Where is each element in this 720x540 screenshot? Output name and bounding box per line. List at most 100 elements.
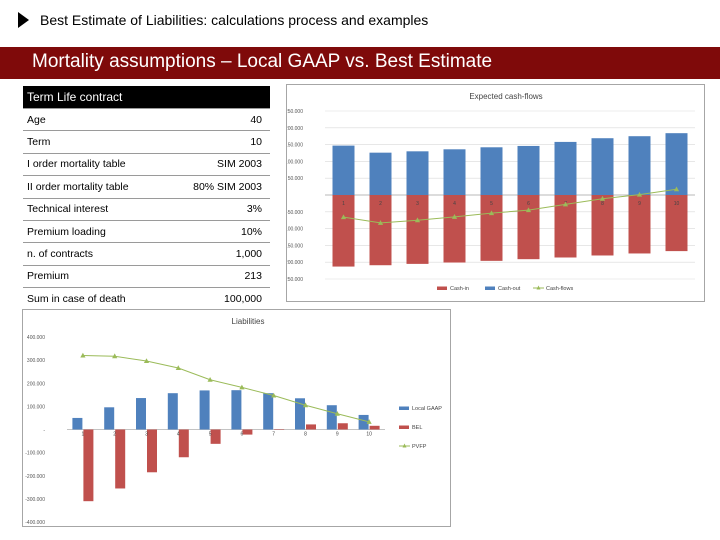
legend-label: Local GAAP: [412, 406, 442, 412]
bar: [83, 429, 94, 502]
row-label: Premium loading: [23, 220, 166, 244]
bar: [295, 398, 305, 430]
y-tick-label: 200.000: [287, 260, 303, 266]
bar: [115, 429, 126, 489]
row-value: SIM 2003: [165, 153, 270, 177]
page-title: Best Estimate of Liabilities: calculatio…: [40, 12, 429, 28]
y-tick-label: 100.000: [287, 159, 303, 165]
table-row: Age 40: [23, 108, 270, 132]
legend-label: BEL: [412, 425, 422, 431]
bar: [554, 141, 577, 195]
bar: [369, 425, 380, 430]
row-label: Age: [23, 108, 166, 132]
line-marker: [525, 207, 532, 213]
line-marker: [599, 195, 606, 201]
chart-title: Liabilities: [232, 317, 265, 326]
line-marker: [207, 376, 213, 382]
bar: [104, 407, 115, 430]
bar: [136, 398, 146, 430]
y-tick-label: 250.000: [287, 109, 303, 115]
legend-label: Cash-flows: [546, 286, 573, 292]
line-marker: [302, 402, 309, 408]
row-label: Technical interest: [23, 198, 166, 221]
bar: [443, 195, 466, 263]
x-tick-label: 4: [453, 201, 456, 207]
x-tick-label: 3: [416, 201, 419, 207]
line-marker: [488, 210, 495, 216]
y-tick-label: -50.000: [287, 210, 303, 216]
y-tick-label: 100.000: [287, 227, 303, 233]
x-tick-label: 1: [82, 432, 85, 438]
line-marker: [143, 358, 150, 364]
expected-cashflows-chart: Expected cash-flows 250.000 200.000 150.000…: [285, 84, 705, 302]
row-label: II order mortality table: [23, 175, 166, 199]
y-tick-label: 100.000: [27, 404, 45, 410]
x-tick-label: 8: [304, 432, 307, 438]
x-tick-label: 5: [209, 432, 212, 438]
bar: [147, 429, 157, 473]
line-marker: [366, 419, 372, 424]
table-row: Premium loading 10%: [23, 220, 270, 244]
x-tick-label: 9: [638, 201, 641, 207]
bar: [263, 393, 274, 430]
bar: [406, 151, 429, 195]
legend-swatch: [485, 286, 495, 290]
line-marker: [377, 220, 384, 225]
y-tick-label: 200.000: [287, 126, 303, 132]
bar: [332, 195, 355, 267]
y-tick-label: 50.000: [288, 176, 304, 182]
line-marker: [239, 384, 245, 390]
bar: [369, 195, 392, 266]
bar: [517, 145, 540, 195]
x-tick-label: 2: [113, 432, 116, 438]
x-tick-label: 6: [527, 201, 530, 207]
line-marker: [80, 352, 86, 358]
x-tick-label: 6: [241, 432, 244, 438]
table-row: I order mortality table SIM 2003: [23, 153, 270, 177]
x-tick-label: 3: [145, 432, 148, 438]
bar: [591, 195, 614, 256]
bar: [480, 147, 503, 195]
bar: [306, 424, 316, 430]
row-label: I order mortality table: [23, 153, 166, 177]
line-marker: [271, 392, 277, 398]
bar: [242, 429, 253, 435]
row-value: 1,000: [165, 242, 270, 266]
bar: [628, 136, 651, 195]
line-marker: [562, 201, 569, 207]
x-tick-label: 5: [490, 201, 493, 207]
row-label: Term: [23, 130, 166, 154]
line-marker: [340, 214, 347, 220]
bar: [326, 405, 337, 430]
bar: [406, 195, 429, 264]
expected-cashflows-svg: Expected cash-flows 250.000 200.000 150.000…: [285, 92, 695, 292]
liabilities-chart: Liabilities 400.000 300.000 200.000 100.000 -…: [22, 309, 451, 527]
bar: [358, 414, 369, 430]
bar: [72, 417, 83, 430]
line-marker: [673, 186, 680, 192]
bar: [665, 133, 688, 195]
legend-label: Cash-in: [450, 286, 469, 292]
contract-parameters-table: Term Life contract Age 40 Term 10 I order …: [23, 86, 270, 311]
x-tick-label: 8: [601, 201, 604, 207]
series-line: [82, 355, 370, 423]
y-tick-label: 150.000: [287, 143, 303, 149]
row-label: Sum in case of death: [23, 287, 166, 311]
row-value: 40: [165, 108, 270, 132]
line-marker: [636, 191, 643, 197]
x-tick-label: 10: [366, 432, 372, 438]
legend-swatch: [399, 406, 409, 410]
chart-title: Expected cash-flows: [469, 92, 542, 101]
bar: [274, 429, 285, 430]
bar: [665, 195, 688, 252]
liabilities-svg: Liabilities 400.000 300.000 200.000 100.000 -…: [25, 317, 442, 526]
bar: [178, 429, 189, 458]
y-tick-label: -100.000: [25, 451, 45, 457]
legend-swatch: [399, 425, 409, 429]
table-row: Term 10: [23, 130, 270, 154]
table-row: II order mortality table 80% SIM 2003: [23, 175, 270, 199]
bar: [591, 138, 614, 195]
y-tick-label: 150.000: [287, 243, 303, 249]
bar: [210, 429, 221, 444]
y-tick-label: 300.000: [27, 358, 45, 364]
